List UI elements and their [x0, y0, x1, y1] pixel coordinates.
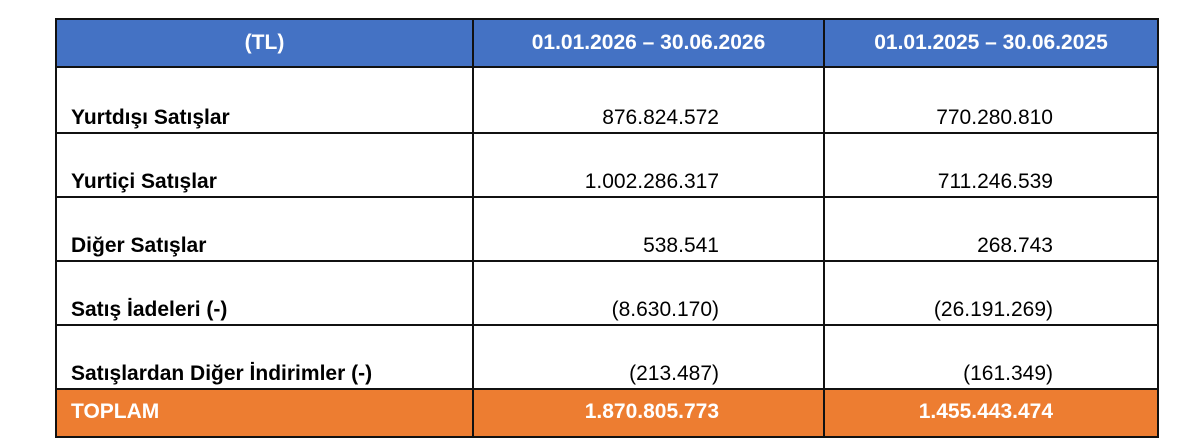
value-cell: (26.191.269) — [823, 260, 1159, 326]
value-cell: 770.280.810 — [823, 66, 1159, 134]
row-label: Satış İadeleri (-) — [55, 260, 474, 326]
header-cell: 01.01.2025 – 30.06.2025 — [823, 18, 1159, 68]
data-row: Satışlardan Diğer İndirimler (-) (213.487… — [55, 324, 1159, 390]
data-row: Diğer Satışlar 538.541 268.743 — [55, 196, 1159, 262]
value-cell: 1.870.805.773 — [472, 388, 825, 438]
value-cell: (213.487) — [472, 324, 825, 390]
value-cell: 1.002.286.317 — [472, 132, 825, 198]
value-cell: 538.541 — [472, 196, 825, 262]
value-cell: 268.743 — [823, 196, 1159, 262]
header-cell: 01.01.2026 – 30.06.2026 — [472, 18, 825, 68]
value-cell: 1.455.443.474 — [823, 388, 1159, 438]
data-row: Satış İadeleri (-) (8.630.170) (26.191.269… — [55, 260, 1159, 326]
data-row: Yurtiçi Satışlar 1.002.286.317 711.246.539 — [55, 132, 1159, 198]
sales-table: (TL) 01.01.2026 – 30.06.2026 01.01.2025 … — [55, 18, 1159, 438]
row-label: Satışlardan Diğer İndirimler (-) — [55, 324, 474, 390]
row-label: TOPLAM — [55, 388, 474, 438]
header-cell: (TL) — [55, 18, 474, 68]
value-cell: (8.630.170) — [472, 260, 825, 326]
value-cell: (161.349) — [823, 324, 1159, 390]
data-row: Yurtdışı Satışlar 876.824.572 770.280.810 — [55, 66, 1159, 134]
table-body: Yurtdışı Satışlar 876.824.572 770.280.810 Y… — [55, 66, 1159, 438]
row-label: Yurtiçi Satışlar — [55, 132, 474, 198]
value-cell: 711.246.539 — [823, 132, 1159, 198]
row-label: Yurtdışı Satışlar — [55, 66, 474, 134]
total-row: TOPLAM 1.870.805.773 1.455.443.474 — [55, 388, 1159, 438]
header-row: (TL) 01.01.2026 – 30.06.2026 01.01.2025 … — [55, 18, 1159, 68]
value-cell: 876.824.572 — [472, 66, 825, 134]
row-label: Diğer Satışlar — [55, 196, 474, 262]
